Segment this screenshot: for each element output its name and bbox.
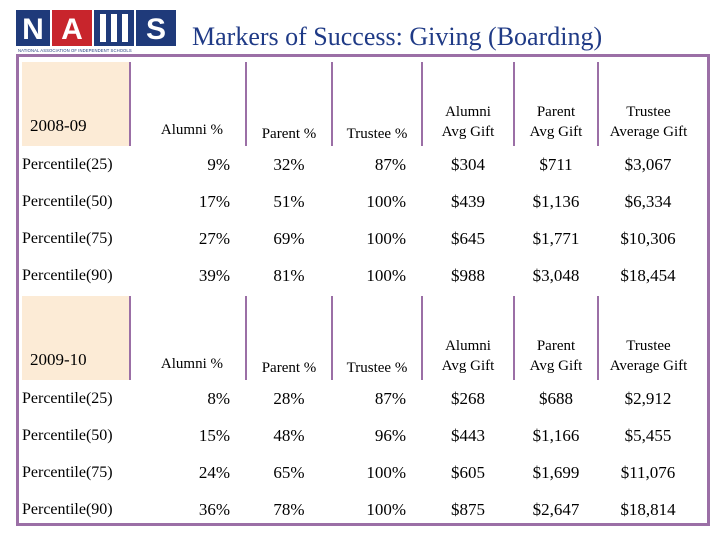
trustee-pct-value: 87% (374, 154, 406, 174)
table-row: Percentile(25) 9% 32% 87% $304 $711 $3,0… (22, 146, 698, 183)
trustee-avg-value: $10,306 (620, 228, 676, 248)
giving-table-2009-10: 2009-10 Alumni % Parent % Trustee % Alum… (22, 296, 698, 528)
row-label: Percentile(75) (22, 229, 113, 247)
col-alumni-avg: Alumni Avg Gift (421, 62, 514, 146)
table-row: Percentile(90) 39% 81% 100% $988 $3,048 … (22, 257, 698, 294)
trustee-pct-value: 100% (366, 499, 406, 519)
trustee-avg-value: $6,334 (624, 191, 672, 211)
trustee-pct-value: 87% (374, 388, 406, 408)
trustee-pct-value: 100% (366, 228, 406, 248)
col-trustee-avg: Trustee Average Gift (597, 62, 698, 146)
alumni-pct-value: 39% (198, 265, 230, 285)
alumni-avg-value: $304 (451, 154, 485, 174)
alumni-pct-value: 8% (207, 388, 230, 408)
table-row: Percentile(25) 8% 28% 87% $268 $688 $2,9… (22, 380, 698, 417)
parent-pct-value: 48% (273, 425, 305, 445)
trustee-avg-value: $18,814 (620, 499, 676, 519)
row-label: Percentile(50) (22, 426, 113, 444)
alumni-pct-value: 36% (198, 499, 230, 519)
parent-avg-value: $1,136 (532, 191, 580, 211)
col-parent-avg: Parent Avg Gift (513, 296, 598, 380)
trustee-avg-value: $2,912 (624, 388, 672, 408)
parent-pct-value: 69% (273, 228, 305, 248)
trustee-pct-value: 100% (366, 191, 406, 211)
content-frame (16, 54, 710, 526)
row-label: Percentile(90) (22, 266, 113, 284)
row-label: Percentile(50) (22, 192, 113, 210)
alumni-avg-value: $988 (451, 265, 485, 285)
col-alumni-pct: Alumni % (129, 296, 246, 380)
table-header-row: 2008-09 Alumni % Parent % Trustee % Alum… (22, 62, 698, 146)
col-alumni-pct: Alumni % (129, 62, 246, 146)
parent-pct-value: 65% (273, 462, 305, 482)
parent-pct-value: 78% (273, 499, 305, 519)
col-trustee-avg: Trustee Average Gift (597, 296, 698, 380)
col-parent-avg: Parent Avg Gift (513, 62, 598, 146)
parent-avg-value: $1,699 (532, 462, 580, 482)
row-label: Percentile(25) (22, 389, 113, 407)
trustee-avg-value: $3,067 (624, 154, 672, 174)
year-label: 2009-10 (22, 296, 130, 380)
svg-text:N: N (22, 13, 44, 46)
parent-pct-value: 51% (273, 191, 305, 211)
svg-text:S: S (146, 13, 166, 46)
row-label: Percentile(75) (22, 463, 113, 481)
table-header-row: 2009-10 Alumni % Parent % Trustee % Alum… (22, 296, 698, 380)
col-trustee-pct: Trustee % (331, 62, 422, 146)
parent-avg-value: $688 (539, 388, 573, 408)
parent-avg-value: $3,048 (532, 265, 580, 285)
col-alumni-avg: Alumni Avg Gift (421, 296, 514, 380)
row-label: Percentile(25) (22, 155, 113, 173)
alumni-avg-value: $439 (451, 191, 485, 211)
alumni-pct-value: 9% (207, 154, 230, 174)
parent-avg-value: $2,647 (532, 499, 580, 519)
logo-caption: NATIONAL ASSOCIATION OF INDEPENDENT SCHO… (18, 48, 132, 53)
parent-avg-value: $1,771 (532, 228, 580, 248)
col-parent-pct: Parent % (245, 62, 332, 146)
table-row: Percentile(75) 27% 69% 100% $645 $1,771 … (22, 220, 698, 257)
col-trustee-pct: Trustee % (331, 296, 422, 380)
col-parent-pct: Parent % (245, 296, 332, 380)
trustee-pct-value: 100% (366, 462, 406, 482)
alumni-avg-value: $605 (451, 462, 485, 482)
table-row: Percentile(90) 36% 78% 100% $875 $2,647 … (22, 491, 698, 528)
alumni-pct-value: 27% (198, 228, 230, 248)
alumni-avg-value: $443 (451, 425, 485, 445)
table-row: Percentile(50) 17% 51% 100% $439 $1,136 … (22, 183, 698, 220)
nais-logo-mark: N A S (14, 8, 178, 48)
alumni-avg-value: $268 (451, 388, 485, 408)
alumni-pct-value: 17% (198, 191, 230, 211)
row-label: Percentile(90) (22, 500, 113, 518)
parent-pct-value: 81% (273, 265, 305, 285)
alumni-pct-value: 24% (198, 462, 230, 482)
page-title: Markers of Success: Giving (Boarding) (192, 22, 603, 51)
parent-avg-value: $1,166 (532, 425, 580, 445)
year-label: 2008-09 (22, 62, 130, 146)
trustee-pct-value: 100% (366, 265, 406, 285)
table-row: Percentile(75) 24% 65% 100% $605 $1,699 … (22, 454, 698, 491)
nais-logo: N A S (14, 8, 178, 56)
alumni-avg-value: $875 (451, 499, 485, 519)
alumni-avg-value: $645 (451, 228, 485, 248)
trustee-pct-value: 96% (374, 425, 406, 445)
table-row: Percentile(50) 15% 48% 96% $443 $1,166 $… (22, 417, 698, 454)
parent-avg-value: $711 (539, 154, 573, 174)
trustee-avg-value: $11,076 (620, 462, 676, 482)
giving-table-2008-09: 2008-09 Alumni % Parent % Trustee % Alum… (22, 62, 698, 294)
svg-text:A: A (61, 13, 83, 46)
alumni-pct-value: 15% (198, 425, 230, 445)
trustee-avg-value: $18,454 (620, 265, 676, 285)
trustee-avg-value: $5,455 (624, 425, 672, 445)
parent-pct-value: 32% (273, 154, 305, 174)
parent-pct-value: 28% (273, 388, 305, 408)
